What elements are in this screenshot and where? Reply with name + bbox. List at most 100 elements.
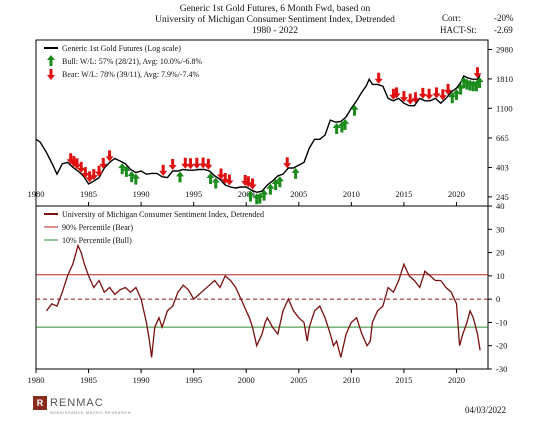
- legend-gold-label: Generic 1st Gold Futures (Log scale): [62, 44, 181, 53]
- bear-signal-arrow: [72, 158, 81, 170]
- bull-signal-arrow: [291, 167, 300, 179]
- bottom-x-tick-label: 1980: [28, 375, 45, 385]
- bull-signal-arrow: [266, 183, 275, 195]
- bull-signal-arrow: [118, 163, 127, 175]
- bear-signal-arrow: [85, 171, 94, 183]
- legend-bear-percentile-label: 90% Percentile (Bear): [62, 223, 133, 232]
- bull-signal-arrow: [459, 77, 468, 89]
- bull-signal-arrow: [350, 104, 359, 116]
- bear-signal-arrow: [192, 157, 201, 169]
- bear-signal-arrow: [186, 158, 195, 170]
- bottom-x-tick-label: 2000: [238, 375, 255, 385]
- bull-signal-arrow: [122, 165, 131, 177]
- bear-signal-arrow: [199, 157, 208, 169]
- bottom-y-tick-label: 40: [496, 201, 505, 211]
- bear-signal-arrow: [89, 169, 98, 181]
- bull-signal-arrow: [452, 89, 461, 101]
- top-y-tick-label: 665: [496, 133, 509, 143]
- bear-signal-arrow: [406, 93, 415, 105]
- bear-signal-arrow: [418, 87, 427, 99]
- bull-signal-arrow: [211, 177, 220, 189]
- bottom-x-tick-label: 1985: [80, 375, 97, 385]
- bottom-x-tick-label: 2020: [448, 375, 465, 385]
- bottom-y-tick-label: -20: [496, 341, 507, 351]
- bear-signal-arrow: [444, 83, 453, 95]
- legend-bull-percentile-label: 10% Percentile (Bull): [62, 236, 132, 245]
- bear-signal-arrow: [283, 157, 292, 169]
- legend-sentiment-label: University of Michigan Consumer Sentimen…: [62, 210, 264, 219]
- footer-date: 04/03/2022: [464, 405, 506, 415]
- bottom-y-tick-label: 20: [496, 248, 505, 258]
- top-x-tick-label: 1980: [28, 189, 45, 199]
- bear-signal-arrow: [181, 157, 190, 169]
- bear-signal-arrow: [217, 168, 226, 180]
- corr-label: Corr:: [442, 13, 461, 23]
- bear-signal-arrow: [159, 164, 168, 176]
- bull-signal-arrow: [271, 178, 280, 190]
- corr-value: -20%: [494, 13, 514, 23]
- bear-signal-arrow: [248, 178, 257, 190]
- top-x-tick-label: 2010: [343, 189, 360, 199]
- top-x-tick-label: 2005: [290, 189, 307, 199]
- bull-signal-arrow: [275, 176, 284, 188]
- top-x-tick-label: 2000: [238, 189, 255, 199]
- bear-signal-arrow: [411, 92, 420, 104]
- bottom-y-tick-label: -10: [496, 317, 507, 327]
- bottom-x-tick-label: 1995: [185, 375, 202, 385]
- bear-signal-arrow: [99, 157, 108, 169]
- bear-signal-arrow: [473, 67, 482, 79]
- chart-title-line-1: Generic 1st Gold Futures, 6 Month Fwd, b…: [179, 4, 371, 14]
- brand-subtitle: RENAISSANCE MACRO RESEARCH: [50, 410, 132, 415]
- bottom-x-tick-label: 2015: [395, 375, 412, 385]
- bear-signal-arrow: [105, 150, 114, 162]
- legend-bear-label: Bear: W/L: 78% (39/11), Avg: 7.9%/-7.4%: [62, 70, 199, 79]
- bull-signal-arrow: [255, 192, 264, 204]
- bear-signal-arrow: [168, 159, 177, 171]
- bear-signal-arrow: [425, 88, 434, 100]
- bear-signal-arrow: [77, 161, 86, 173]
- top-x-tick-label: 1985: [80, 189, 97, 199]
- bull-signal-arrow: [475, 76, 484, 88]
- chart-title-line-2: University of Michigan Consumer Sentimen…: [155, 15, 395, 25]
- hact-value: -2.69: [494, 25, 513, 35]
- bottom-x-tick-label: 1990: [133, 375, 150, 385]
- bull-signal-arrow: [127, 171, 136, 183]
- legend-bull-swatch: [47, 55, 55, 66]
- bottom-y-tick-label: 10: [496, 271, 505, 281]
- hact-label: HACT-St:: [440, 25, 477, 35]
- top-y-tick-label: 1810: [496, 74, 513, 84]
- brand-name: RENMAC: [50, 397, 104, 409]
- bottom-panel-frame: [35, 205, 489, 370]
- legend-bull-label: Bull: W/L: 57% (28/21), Avg: 10.0%/-6.8%: [62, 57, 202, 66]
- bear-signal-arrow: [95, 165, 104, 177]
- bottom-y-tick-label: 30: [496, 224, 505, 234]
- sentiment-line: [45, 243, 481, 358]
- top-x-tick-label: 1990: [133, 189, 150, 199]
- top-x-tick-label: 2015: [395, 189, 412, 199]
- bull-signal-arrow: [448, 92, 457, 104]
- bull-signal-arrow: [206, 172, 215, 184]
- bull-signal-arrow: [131, 173, 140, 185]
- top-y-tick-label: 245: [496, 192, 509, 202]
- bull-signal-arrow: [246, 190, 255, 202]
- bear-signal-arrow: [225, 174, 234, 186]
- bottom-y-tick-label: -30: [496, 364, 507, 374]
- bull-signal-arrow: [341, 118, 350, 130]
- top-x-tick-label: 2020: [448, 189, 465, 199]
- brand-logo: R RENMAC: [33, 396, 104, 410]
- bear-signal-arrow: [244, 176, 253, 188]
- bear-signal-arrow: [432, 87, 441, 99]
- top-x-tick-label: 1995: [185, 189, 202, 199]
- bear-signal-arrow: [81, 167, 90, 179]
- bear-signal-arrow: [374, 72, 383, 84]
- bear-signal-arrow: [204, 158, 213, 170]
- bottom-y-tick-label: 0: [496, 294, 500, 304]
- chart-title-line-3: 1980 - 2022: [252, 26, 298, 36]
- top-y-tick-label: 403: [496, 163, 509, 173]
- bull-signal-arrow: [176, 171, 185, 183]
- bottom-x-tick-label: 2010: [343, 375, 360, 385]
- bull-signal-arrow: [260, 189, 269, 201]
- legend-bear-swatch: [47, 69, 55, 80]
